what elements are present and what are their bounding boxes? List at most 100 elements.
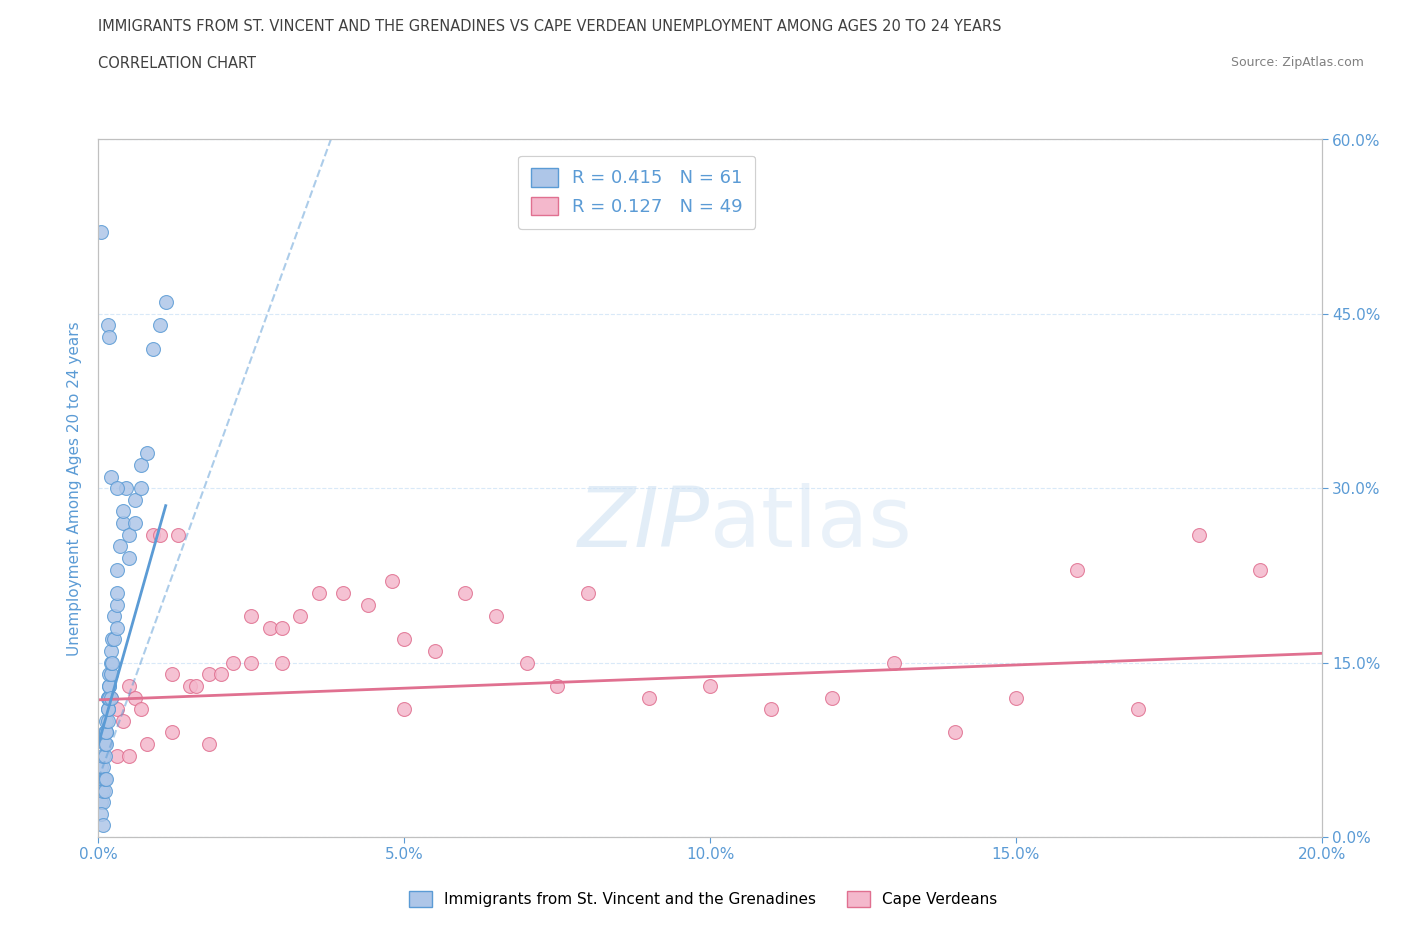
Point [118,679,141,694]
Point [97,330,120,345]
Point [100,656,122,671]
Point [118,527,141,542]
Point [270,620,292,635]
Point [111,713,134,728]
Point [290,609,312,624]
Point [90,760,112,775]
Point [93,737,115,751]
Point [637,690,661,705]
Point [98,679,121,694]
Point [97,318,120,333]
Point [381,574,404,589]
Point [1066,562,1088,577]
Point [90,772,112,787]
Point [90,806,112,821]
Point [136,445,159,460]
Point [93,772,115,787]
Point [96,713,118,728]
Point [97,690,120,705]
Point [136,737,159,751]
Point [149,318,172,333]
Point [392,701,416,716]
Point [105,481,128,496]
Point [97,679,120,694]
Point [240,609,263,624]
Point [356,597,378,612]
Point [100,469,122,484]
Point [197,667,219,682]
Point [93,783,115,798]
Point [105,748,128,763]
Point [111,504,134,519]
Point [699,679,721,694]
Point [129,481,152,496]
Point [197,737,219,751]
Legend: Immigrants from St. Vincent and the Grenadines, Cape Verdeans: Immigrants from St. Vincent and the Gren… [404,884,1002,913]
Point [90,794,112,809]
Point [108,539,131,554]
Point [103,609,125,624]
Point [270,656,292,671]
Point [94,737,117,751]
Point [821,690,844,705]
Legend: R = 0.415   N = 61, R = 0.127   N = 49: R = 0.415 N = 61, R = 0.127 N = 49 [517,155,755,229]
Point [454,586,477,601]
Point [97,690,120,705]
Point [1128,701,1150,716]
Point [308,586,330,601]
Point [105,701,128,716]
Point [97,701,120,716]
Point [129,458,152,472]
Y-axis label: Unemployment Among Ages 20 to 24 years: Unemployment Among Ages 20 to 24 years [67,321,83,656]
Point [222,656,245,671]
Point [91,748,114,763]
Point [105,620,128,635]
Text: Source: ZipAtlas.com: Source: ZipAtlas.com [1230,56,1364,69]
Point [129,701,152,716]
Point [105,586,128,601]
Text: ZIP: ZIP [578,483,710,564]
Point [91,794,114,809]
Point [111,515,134,530]
Point [93,725,115,740]
Point [149,527,172,542]
Point [97,713,120,728]
Point [160,667,183,682]
Point [91,760,114,775]
Text: atlas: atlas [710,483,911,564]
Point [883,656,905,671]
Point [97,690,120,705]
Point [91,818,114,833]
Point [103,632,125,647]
Point [179,679,201,694]
Point [105,562,128,577]
Point [100,644,122,658]
Point [105,597,128,612]
Point [124,690,146,705]
Point [101,656,124,671]
Point [115,481,138,496]
Point [118,748,141,763]
Point [167,527,190,542]
Point [96,772,118,787]
Point [93,748,115,763]
Point [516,656,538,671]
Point [546,679,568,694]
Point [209,667,232,682]
Point [392,632,416,647]
Point [98,667,121,682]
Point [485,609,508,624]
Point [943,725,966,740]
Point [100,690,122,705]
Point [90,225,112,240]
Point [240,656,263,671]
Point [124,515,146,530]
Point [124,493,146,508]
Point [1249,562,1271,577]
Point [100,667,122,682]
Point [96,725,118,740]
Point [100,690,122,705]
Point [142,341,165,356]
Point [101,632,124,647]
Point [142,527,165,542]
